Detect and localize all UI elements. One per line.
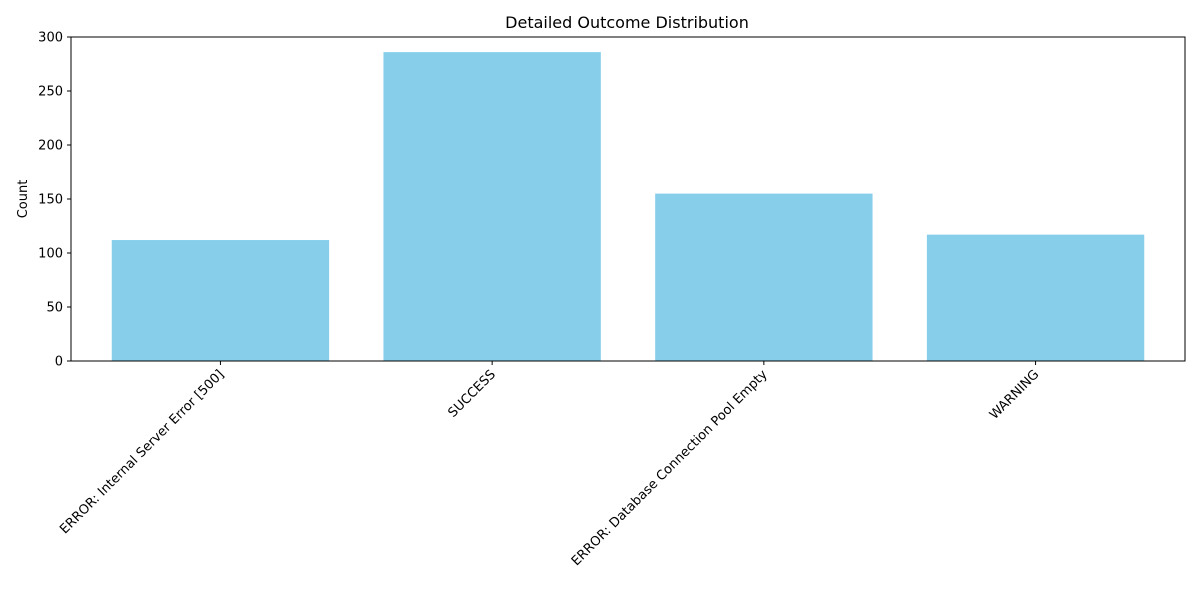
y-axis-ticks: 0 50 100 150 200 250 300 [38, 31, 71, 370]
x-tick-label: ERROR: Database Connection Pool Empty [569, 367, 771, 569]
x-axis-ticks: ERROR: Internal Server Error [500] SUCCES… [57, 361, 1042, 569]
x-tick-label: WARNING [987, 367, 1042, 422]
y-tick-label: 0 [55, 355, 63, 370]
y-tick-label: 150 [38, 193, 63, 208]
y-tick-label: 100 [38, 247, 63, 262]
bar-0 [111, 240, 330, 361]
y-tick-label: 300 [38, 31, 63, 46]
y-tick-label: 250 [38, 85, 63, 100]
x-tick-label: ERROR: Internal Server Error [500] [57, 367, 227, 537]
bars-group [111, 52, 1145, 362]
bar-1 [383, 52, 601, 362]
plot-frame [70, 36, 1186, 362]
chart-title: Detailed Outcome Distribution [505, 13, 749, 32]
y-tick-label: 200 [38, 139, 63, 154]
bar-2 [655, 193, 873, 361]
y-axis-label: Count [16, 180, 31, 219]
x-tick-label: SUCCESS [445, 367, 498, 420]
bar-3 [926, 234, 1145, 361]
y-tick-label: 50 [46, 301, 63, 316]
